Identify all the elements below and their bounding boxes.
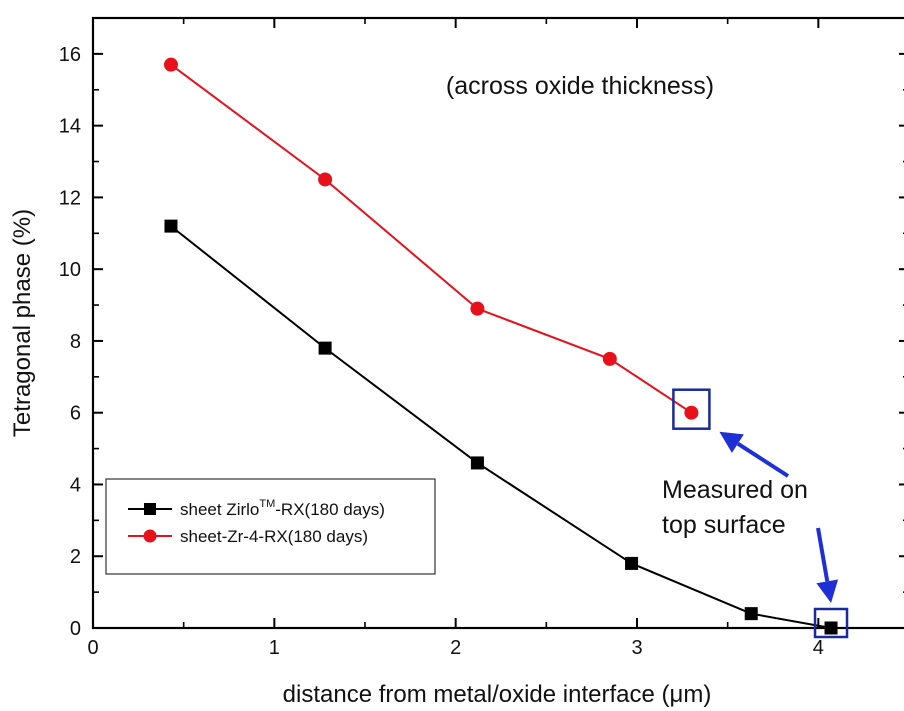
data-point <box>625 556 639 570</box>
highlight-box-zirlo <box>813 607 849 639</box>
data-point <box>470 456 484 470</box>
y-tick-label: 14 <box>59 116 81 138</box>
callout-arrows <box>672 388 849 639</box>
y-tick-label: 4 <box>70 474 81 496</box>
x-axis-title: distance from metal/oxide interface (μm) <box>283 681 712 708</box>
y-tick-label: 10 <box>59 259 81 281</box>
highlight-box-zr4 <box>672 388 711 430</box>
data-point <box>318 172 333 187</box>
legend-marker-zr4 <box>143 529 157 543</box>
data-point <box>318 341 332 355</box>
arrow-to-zr4 <box>719 431 790 478</box>
x-tick-label: 3 <box>631 637 642 659</box>
x-tick-label: 4 <box>813 637 824 659</box>
x-tick-label: 1 <box>269 637 280 659</box>
callout: Measured on top surface <box>662 388 849 639</box>
data-point <box>744 607 758 621</box>
y-tick-label: 6 <box>70 403 81 425</box>
y-tick-label: 2 <box>70 546 81 568</box>
y-tick-label: 8 <box>70 331 81 353</box>
data-point <box>824 621 838 635</box>
data-point <box>470 301 485 316</box>
data-point <box>164 219 178 233</box>
x-tick-label: 2 <box>450 637 461 659</box>
callout-text-line2: top surface <box>662 511 786 539</box>
legend-box <box>105 478 436 575</box>
data-point <box>684 405 699 420</box>
series-layer <box>163 57 838 635</box>
data-point <box>602 351 617 366</box>
series-line-0 <box>170 225 832 629</box>
plot-frame <box>91 16 904 630</box>
x-tick-label: 0 <box>87 637 98 659</box>
callout-text-line1: Measured on <box>662 476 808 504</box>
legend: sheet ZirloTM-RX(180 days) sheet-Zr-4-RX… <box>105 478 436 575</box>
y-tick-label: 12 <box>59 187 81 209</box>
y-tick-label: 16 <box>59 44 81 66</box>
y-tick-label: 0 <box>70 618 81 640</box>
legend-label-zr4: sheet-Zr-4-RX(180 days) <box>180 527 368 546</box>
arrow-to-zirlo <box>816 527 839 603</box>
y-axis-title: Tetragonal phase (%) <box>9 209 36 437</box>
chart-subtitle: (across oxide thickness) <box>446 72 714 100</box>
legend-marker-zirlo <box>144 503 156 515</box>
legend-label-zirlo: sheet ZirloTM-RX(180 days) <box>180 498 385 519</box>
data-point <box>163 57 178 72</box>
